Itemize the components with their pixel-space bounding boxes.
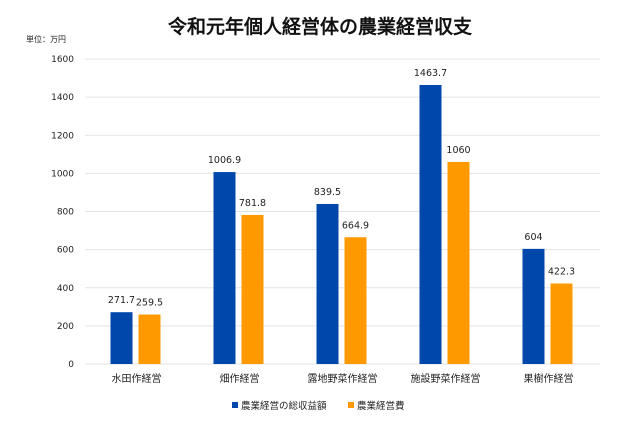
bar-expense (550, 283, 573, 364)
y-tick-label: 800 (57, 208, 74, 218)
y-tick-label: 1400 (51, 93, 74, 103)
x-tick-label: 施設野菜作経営 (411, 372, 481, 385)
x-tick-label: 水田作経営 (112, 372, 162, 385)
bar-expense (241, 214, 264, 364)
data-label: 1006.9 (208, 155, 241, 166)
bar-expense (447, 161, 470, 364)
y-tick-label: 1600 (51, 55, 74, 65)
bar-revenue (110, 312, 133, 364)
y-tick-label: 1000 (51, 169, 74, 179)
chart-title: 令和元年個人経営体の農業経営収支 (168, 15, 473, 38)
bar-revenue (316, 203, 339, 364)
data-label: 1060 (446, 145, 470, 156)
x-tick-label: 露地野菜作経営 (308, 372, 378, 385)
unit-label: 単位：万円 (26, 34, 66, 44)
x-tick-label: 畑作経営 (220, 372, 260, 385)
bar-revenue (522, 248, 545, 364)
legend-swatch (232, 402, 238, 408)
data-label: 1463.7 (414, 68, 447, 79)
data-label: 604 (524, 232, 542, 243)
y-tick-label: 1200 (51, 131, 74, 141)
data-label: 259.5 (136, 298, 163, 309)
data-label: 271.7 (108, 295, 135, 306)
y-tick-label: 200 (57, 322, 74, 332)
y-tick-label: 0 (68, 360, 74, 370)
bar-revenue (213, 172, 236, 364)
legend-label: 農業経営の総収益額 (241, 400, 327, 412)
y-tick-label: 400 (57, 284, 74, 294)
bar-expense (138, 314, 161, 364)
y-tick-label: 600 (57, 246, 74, 256)
legend-label: 農業経営費 (357, 400, 405, 412)
legend-swatch (348, 402, 354, 408)
bar-revenue (419, 84, 442, 365)
x-tick-label: 果樹作経営 (524, 372, 574, 385)
bar-expense (344, 237, 367, 364)
data-label: 422.3 (548, 266, 575, 277)
data-label: 664.9 (342, 220, 369, 231)
data-label: 839.5 (314, 187, 341, 198)
data-label: 781.8 (239, 198, 266, 209)
